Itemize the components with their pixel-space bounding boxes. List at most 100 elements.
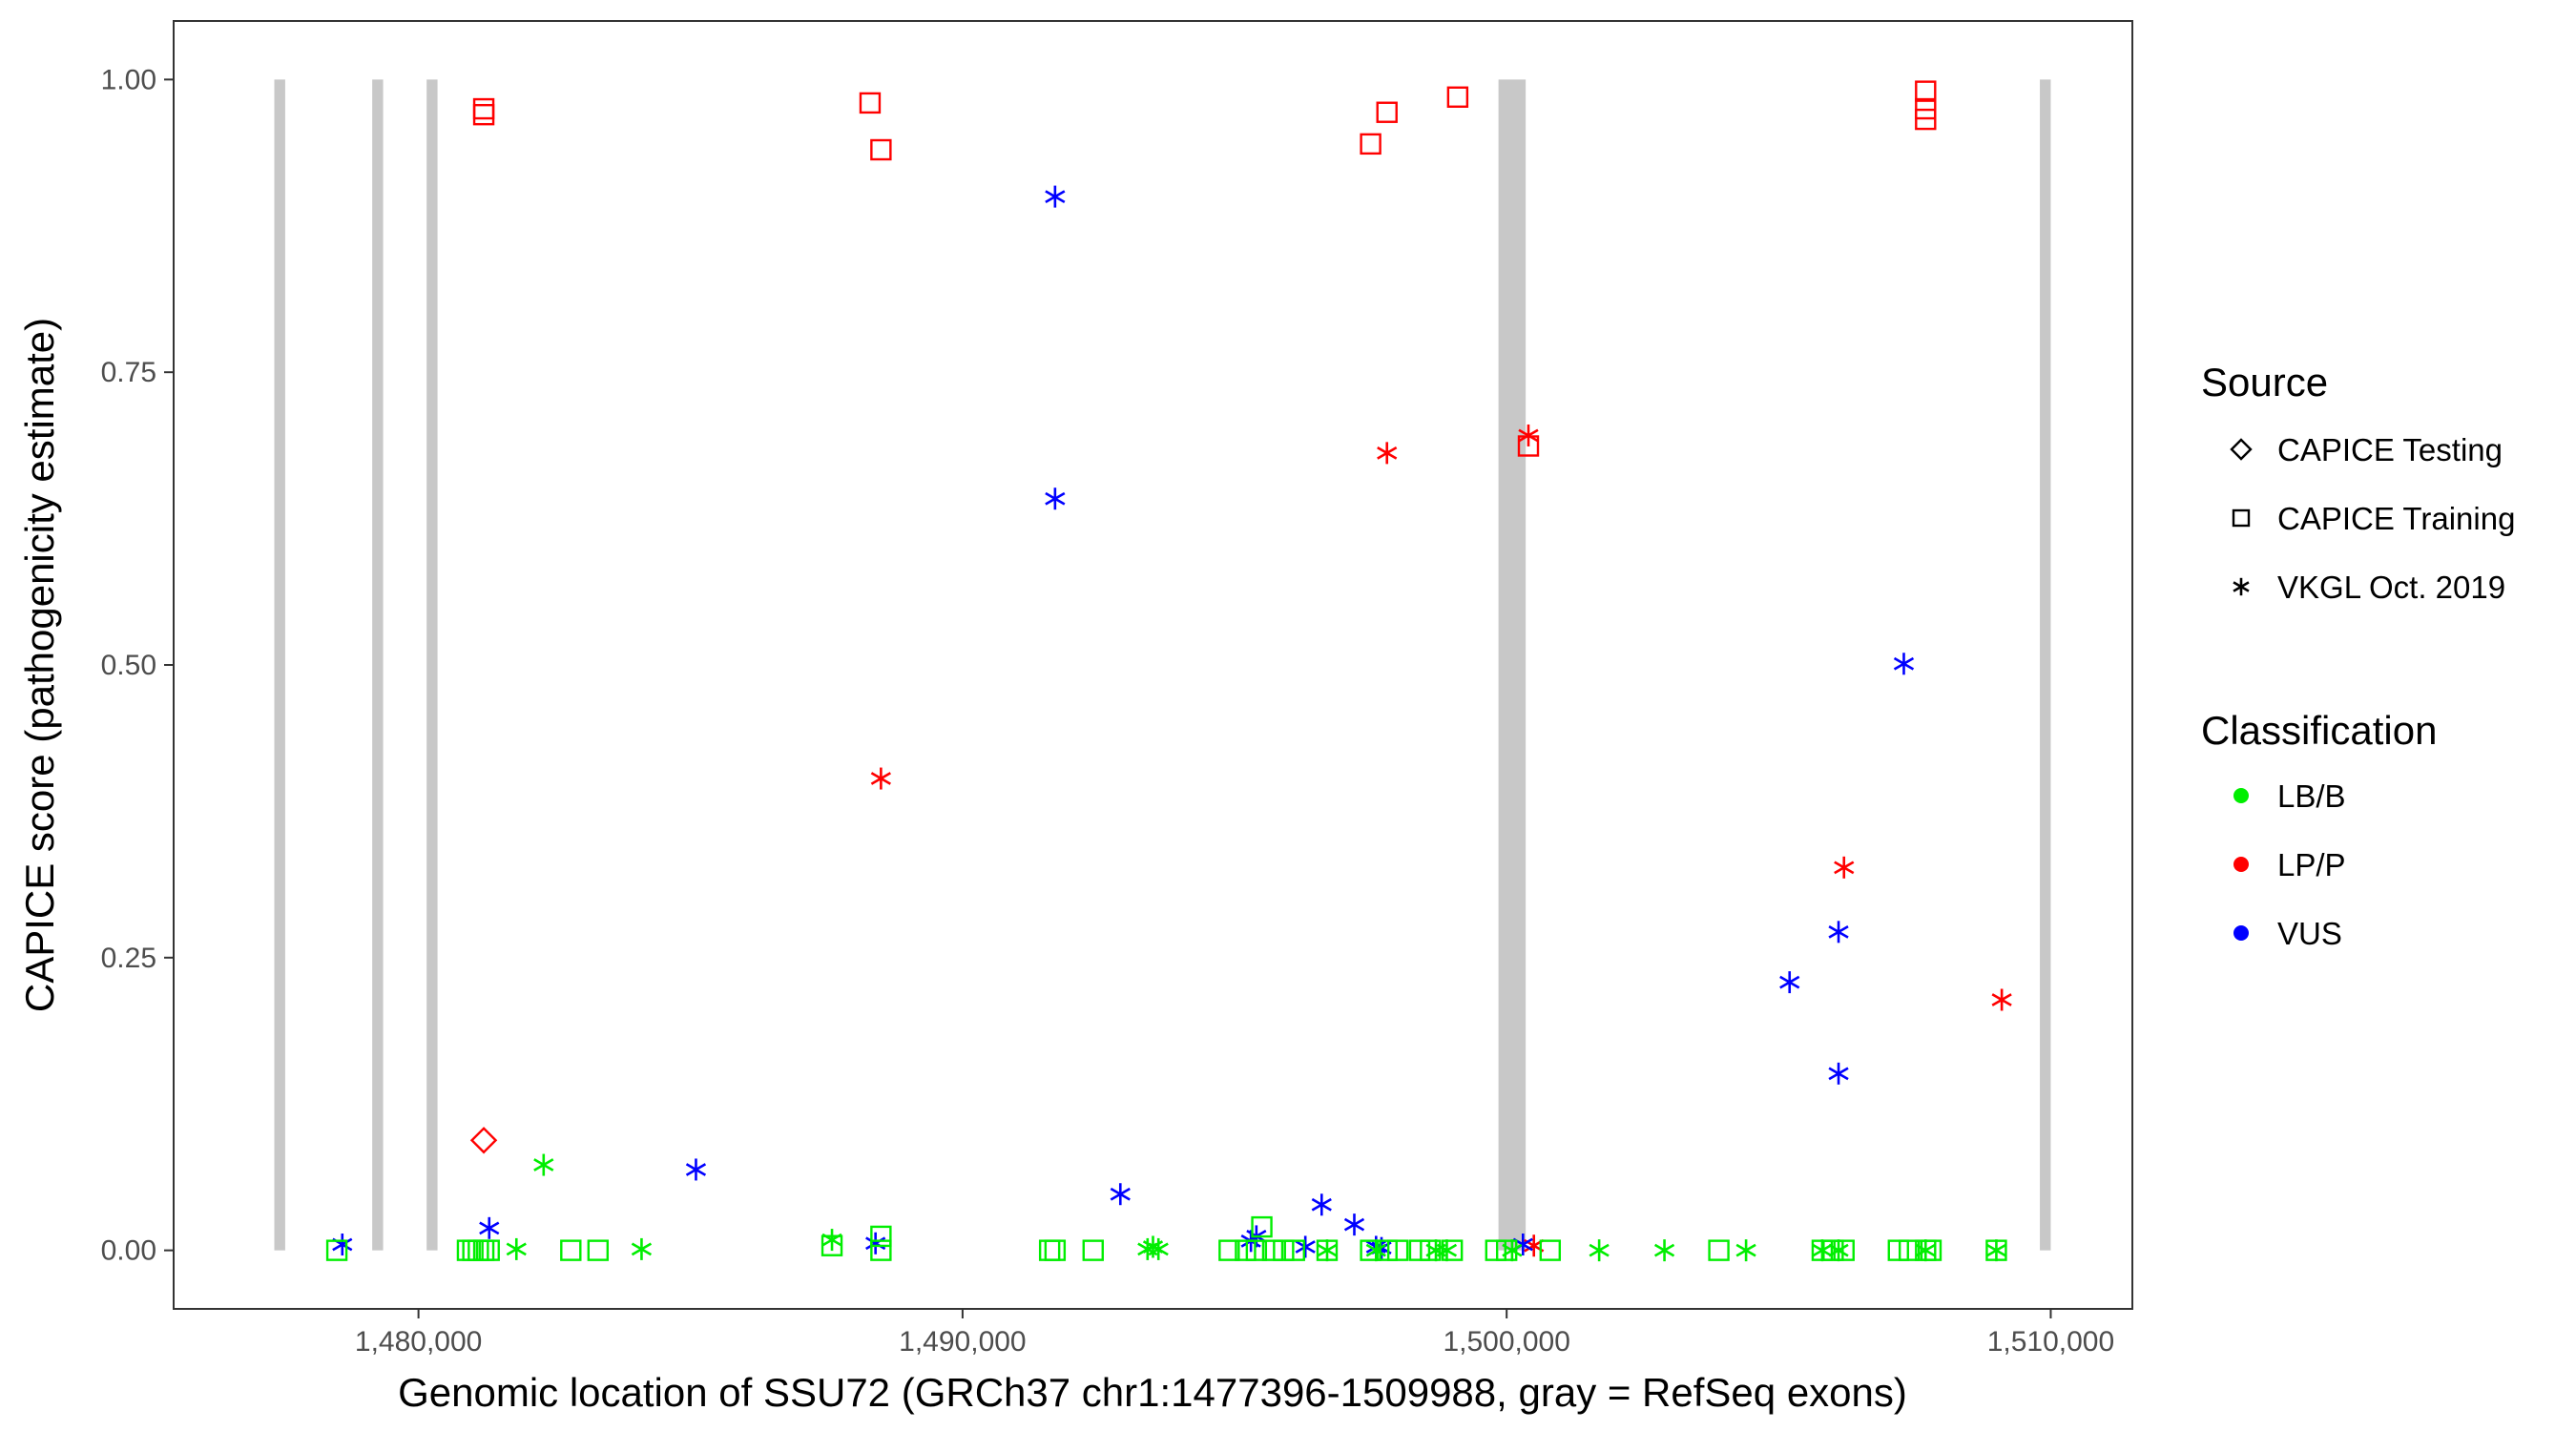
data-point-lbb-square-14 [1082,1239,1104,1261]
data-point-lpp-asterisk-1 [870,767,891,790]
data-point-vus-asterisk-3 [685,1158,707,1181]
data-point-lbb-asterisk-13 [1589,1239,1610,1262]
legend-source-key-diamond [2230,438,2253,461]
legend: Source CAPICE Testing CAPICE Training VKGL… [2201,360,2515,951]
legend-source-key-square [2232,508,2251,528]
data-point-lbb-square-36 [1887,1239,1909,1261]
y-tick-label-2: 0.25 [101,943,156,974]
y-axis-label: CAPICE score (pathogenicity estimate) [17,318,62,1012]
x-axis: 1,480,000 1,490,000 1,500,000 1,510,000 [355,1309,2114,1358]
data-point-lbb-square-11 [870,1225,892,1248]
data-point-lpp-square-3 [859,92,882,114]
data-point-lbb-asterisk-2 [533,1153,554,1176]
data-point-lbb-asterisk-12 [1502,1239,1523,1262]
data-point-lbb-asterisk-18 [1915,1239,1936,1262]
data-point-lpp-square-6 [1376,101,1398,123]
data-point-lbb-asterisk-11 [1436,1239,1458,1262]
data-point-lbb-asterisk-19 [1985,1239,2007,1262]
data-point-lpp-asterisk-5 [1834,856,1855,879]
data-point-lbb-asterisk-15 [1735,1239,1756,1262]
data-point-lpp-asterisk-6 [1991,988,2012,1011]
x-tick-label-2: 1,490,000 [899,1326,1026,1358]
legend-source-label-1: CAPICE Testing [2277,432,2503,467]
data-point-lbb-square-19 [1261,1239,1284,1261]
exon-layer [274,79,2051,1251]
y-axis: 0.00 0.25 0.50 0.75 1.00 [101,64,174,1267]
data-point-lbb-asterisk-9 [1365,1239,1386,1262]
data-point-lbb-asterisk-16 [1812,1239,1833,1262]
data-point-vus-asterisk-17 [1828,921,1849,944]
legend-class-label-2: LP/P [2277,847,2346,882]
data-point-lbb-square-6 [478,1239,500,1261]
data-point-vus-asterisk-18 [1828,1062,1849,1085]
data-point-lpp-asterisk-3 [1518,424,1539,446]
data-point-lpp-square-5 [1360,133,1381,156]
legend-source-label-3: VKGL Oct. 2019 [2277,570,2505,605]
x-axis-label: Genomic location of SSU72 (GRCh37 chr1:1… [398,1370,1907,1415]
data-point-lbb-square-8 [587,1239,610,1261]
data-point-vus-asterisk-10 [1295,1235,1316,1258]
data-point-lbb-square-37 [1898,1239,1921,1261]
data-point-lbb-asterisk-3 [631,1237,653,1260]
legend-source-items: CAPICE Testing CAPICE Training VKGL Oct. 2… [2230,432,2515,605]
data-point-vus-asterisk-2 [479,1216,500,1239]
data-point-vus-asterisk-6 [1045,487,1066,510]
data-point-lbb-square-21 [1283,1239,1305,1261]
data-point-lbb-asterisk-8 [1317,1239,1338,1262]
data-point-lbb-square-13 [1044,1239,1067,1261]
legend-source-label-2: CAPICE Training [2277,501,2515,536]
data-point-vus-asterisk-19 [1893,653,1915,675]
data-point-lbb-square-28 [1441,1239,1464,1261]
data-point-vus-asterisk-5 [1045,185,1066,208]
data-point-lbb-square-23 [1360,1239,1381,1261]
data-point-lbb-square-7 [560,1239,582,1261]
data-point-lbb-asterisk-17 [1828,1239,1849,1262]
data-point-lpp-square-2 [472,103,495,126]
legend-source-title: Source [2201,360,2328,404]
data-point-lbb-square-30 [1495,1239,1518,1261]
data-point-lbb-square-35 [1833,1239,1855,1261]
y-tick-label-1: 0.00 [101,1235,156,1267]
data-point-lbb-square-32 [1708,1239,1730,1261]
exon-bar-3 [426,79,438,1251]
legend-class-label-3: VUS [2277,916,2342,951]
data-point-lbb-square-1 [325,1239,348,1261]
data-point-lpp-square-11 [1915,108,1937,131]
data-point-vus-asterisk-12 [1343,1213,1365,1236]
x-tick-label-1: 1,480,000 [355,1326,482,1358]
y-tick-label-3: 0.50 [101,650,156,681]
data-point-lpp-asterisk-2 [1377,442,1398,465]
legend-class-items: LB/B LP/P VUS [2233,778,2346,951]
legend-source-key-asterisk [2233,577,2250,596]
exon-bar-2 [372,79,384,1251]
points-layer [325,80,2012,1262]
plot-panel [174,21,2132,1309]
data-point-lbb-square-25 [1386,1239,1409,1261]
data-point-lbb-square-31 [1539,1239,1562,1261]
x-tick-label-4: 1,510,000 [1987,1326,2114,1358]
data-point-lbb-square-16 [1235,1239,1257,1261]
y-tick-label-5: 1.00 [101,64,156,95]
data-point-lbb-square-18 [1251,1215,1273,1238]
data-point-lbb-square-10 [870,1239,892,1261]
data-point-lbb-square-27 [1420,1239,1442,1261]
y-tick-label-4: 0.75 [101,357,156,388]
data-point-lbb-asterisk-1 [506,1237,527,1260]
legend-classification-title: Classification [2201,708,2437,753]
data-point-lpp-square-4 [870,138,892,161]
data-point-lbb-square-26 [1408,1239,1431,1261]
data-point-lbb-square-39 [1920,1239,1942,1261]
data-point-lbb-square-20 [1273,1239,1295,1261]
data-point-vus-asterisk-11 [1311,1193,1332,1216]
legend-class-key-lbb [2233,788,2249,803]
x-tick-label-3: 1,500,000 [1443,1326,1569,1358]
data-point-lbb-asterisk-4 [821,1229,842,1252]
data-point-lbb-square-15 [1218,1239,1240,1261]
data-point-lbb-asterisk-14 [1653,1239,1675,1262]
exon-bar-1 [274,79,285,1251]
exon-bar-5 [2040,79,2051,1251]
data-point-lpp-square-9 [1915,80,1937,102]
data-point-vus-asterisk-7 [1110,1183,1131,1206]
data-point-lbb-asterisk-7 [1148,1237,1169,1260]
